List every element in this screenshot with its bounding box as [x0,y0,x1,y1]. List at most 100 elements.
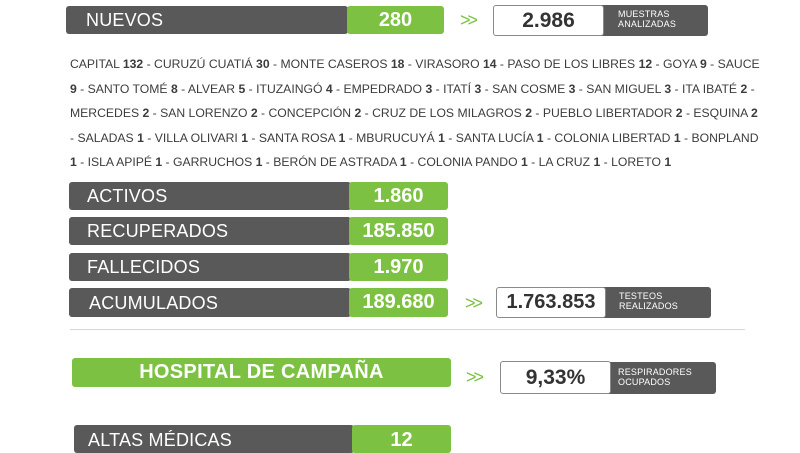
location-name: SANTA ROSA [258,130,336,145]
acumulados-value-box: 189.680 [349,288,448,317]
activos-value: 1.860 [373,184,424,207]
location-count: 3 [425,81,433,96]
altas-label-box: ALTAS MÉDICAS [74,425,354,453]
location-count: 1 [536,130,544,145]
location-item: ITA IBATÉ 2 [682,82,747,96]
location-count: 1 [399,155,407,169]
muestras-value-box: 2.986 [493,5,604,36]
location-item: SALADAS 1 [77,131,143,145]
location-count: 1 [255,155,263,169]
section-divider [70,329,745,330]
location-item: GOYA 9 [663,57,707,71]
location-item: BERÓN DE ASTRADA 1 [273,155,406,169]
nuevos-label: NUEVOS [86,10,164,30]
location-item: LORETO 1 [611,155,671,169]
respiradores-caption-line2: OCUPADOS [618,377,671,387]
location-item: SAN MIGUEL 3 [586,82,671,96]
location-item: CURUZÚ CUATIÁ 30 [154,57,270,71]
location-item: ITATÍ 3 [443,82,481,96]
location-item: ISLA APIPÉ 1 [88,155,163,169]
location-count: 18 [390,57,405,71]
recuperados-label: RECUPERADOS [87,221,229,241]
location-count: 1 [137,130,144,145]
location-name: CONCEPCIÓN [268,106,352,120]
location-count: 1 [155,155,163,169]
location-name: BONPLAND [691,130,759,145]
location-name: ITUZAINGÓ [256,81,323,96]
location-item: COLONIA LIBERTAD 1 [554,131,680,145]
acumulados-label: ACUMULADOS [89,292,219,313]
location-name: ITATÍ [443,81,472,96]
location-count: 12 [638,57,653,71]
location-count: 3 [568,81,576,96]
testeos-caption-box: TESTEOS REALIZADOS [599,287,711,318]
location-name: LORETO [611,155,661,169]
location-count: 1 [520,155,528,169]
location-item: LA CRUZ 1 [539,155,601,169]
location-item: ESQUINA 2 [693,106,757,120]
location-count: 4 [325,81,333,96]
fallecidos-value: 1.970 [373,255,424,278]
location-count: 5 [238,81,246,96]
activos-label-box: ACTIVOS [69,182,351,210]
location-item: COLONIA PANDO 1 [418,155,528,169]
location-count: 2 [354,106,362,120]
location-item: PUEBLO LIBERTADOR 2 [543,106,683,120]
location-name: SALADAS [77,130,134,145]
location-item: CAPITAL 132 [70,57,143,71]
location-name: COLONIA PANDO [417,155,518,169]
location-name: CAPITAL [70,57,120,71]
recuperados-value: 185.850 [362,219,435,242]
location-count: 1 [673,130,681,145]
nuevos-value: 280 [378,8,413,31]
muestras-value: 2.986 [522,8,575,32]
respiradores-value-box: 9,33% [500,361,611,394]
arrows-icon: >> [466,367,484,387]
location-count: 30 [256,57,270,71]
nuevos-label-box: NUEVOS [66,6,348,34]
fallecidos-label-box: FALLECIDOS [69,253,351,281]
testeos-caption-line1: TESTEOS [619,291,663,301]
acumulados-value: 189.680 [362,291,435,313]
location-name: ALVEAR [187,81,236,96]
arrows-icon: >> [460,10,478,30]
hospital-title: HOSPITAL DE CAMPAÑA [139,361,384,383]
location-item: GARRUCHOS 1 [173,155,262,169]
location-count: 2 [675,106,683,120]
altas-value: 12 [390,429,413,451]
location-item: SAN COSME 3 [492,82,575,96]
location-count: 1 [664,155,672,169]
location-count: 3 [474,81,482,96]
location-name: CRUZ DE LOS MILAGROS [372,106,522,120]
location-name: BERÓN DE ASTRADA [273,155,397,169]
hospital-title-box: HOSPITAL DE CAMPAÑA [72,358,451,387]
location-item: ITUZAINGÓ 4 [256,82,333,96]
location-item: SAN LORENZO 2 [160,106,258,120]
muestras-caption-box: MUESTRAS ANALIZADAS [596,5,708,36]
location-count: 3 [664,81,672,96]
location-name: COLONIA LIBERTAD [554,130,671,145]
location-name: LA CRUZ [538,155,591,169]
location-item: SAUCE 9 [70,57,760,96]
location-name: SANTO TOMÉ [87,81,168,96]
location-name: ITA IBATÉ [681,81,738,96]
acumulados-label-box: ACUMULADOS [69,288,351,317]
altas-value-box: 12 [352,425,451,453]
location-count: 1 [593,155,601,169]
fallecidos-label: FALLECIDOS [87,257,201,277]
location-name: PUEBLO LIBERTADOR [542,106,673,120]
location-item: SANTA ROSA 1 [259,131,345,145]
location-name: MERCEDES [70,106,140,120]
location-item: VILLA OLIVARI 1 [155,131,248,145]
testeos-value: 1.763.853 [506,291,596,313]
location-item: MERCEDES 2 [70,106,149,120]
testeos-caption-line2: REALIZADOS [619,301,679,311]
location-name: MBURUCUYÁ [356,130,435,145]
location-count: 2 [142,106,150,120]
location-name: SANTA LUCÍA [455,130,534,145]
location-count: 14 [482,57,497,71]
recuperados-label-box: RECUPERADOS [69,217,351,245]
location-count: 2 [250,106,258,120]
location-item: EMPEDRADO 3 [343,82,432,96]
location-name: EMPEDRADO [343,81,423,96]
